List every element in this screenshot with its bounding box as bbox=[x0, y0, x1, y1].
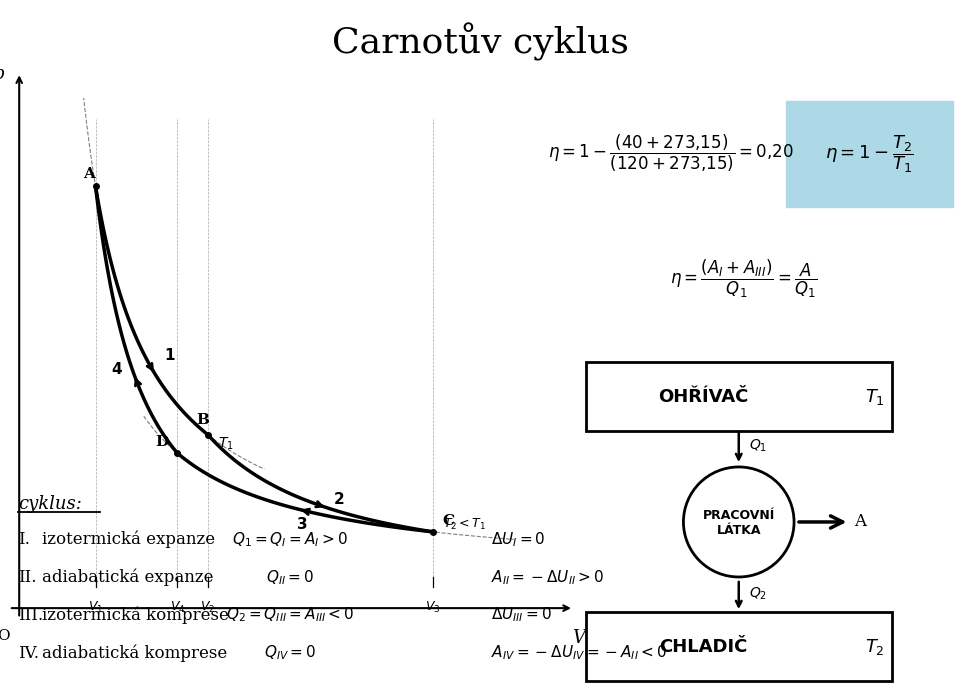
Text: LÁTKA: LÁTKA bbox=[716, 524, 761, 538]
Text: $V_1$: $V_1$ bbox=[88, 600, 103, 615]
Text: $\Delta U_I=0$: $\Delta U_I=0$ bbox=[491, 530, 545, 549]
Text: $Q_{IV}=0$: $Q_{IV}=0$ bbox=[264, 644, 317, 663]
Text: $A_{II}=-\Delta U_{II}>0$: $A_{II}=-\Delta U_{II}>0$ bbox=[491, 568, 604, 586]
Text: izotermická komprese: izotermická komprese bbox=[42, 606, 228, 624]
Text: izotermická expanze: izotermická expanze bbox=[42, 531, 215, 548]
Text: A: A bbox=[84, 167, 95, 181]
Text: Carnotův cyklus: Carnotův cyklus bbox=[331, 23, 629, 61]
Text: IV.: IV. bbox=[18, 644, 39, 661]
Text: 1: 1 bbox=[164, 348, 175, 363]
FancyBboxPatch shape bbox=[786, 101, 953, 207]
Text: A: A bbox=[854, 514, 867, 531]
Text: C: C bbox=[443, 514, 455, 528]
Text: $Q_{II}=0$: $Q_{II}=0$ bbox=[266, 568, 314, 586]
Text: 4: 4 bbox=[111, 362, 122, 377]
Text: p: p bbox=[0, 64, 4, 82]
Text: $\eta=1-\dfrac{(40+273{,}15)}{(120+273{,}15)}=0{,}20$: $\eta=1-\dfrac{(40+273{,}15)}{(120+273{,… bbox=[547, 134, 793, 175]
Text: $\eta=1-\dfrac{T_2}{T_1}$: $\eta=1-\dfrac{T_2}{T_1}$ bbox=[826, 133, 914, 175]
Text: V: V bbox=[572, 628, 586, 647]
Text: $Q_2=Q_{III}=A_{III}<0$: $Q_2=Q_{III}=A_{III}<0$ bbox=[227, 606, 354, 624]
Text: D: D bbox=[155, 435, 168, 449]
Text: III.: III. bbox=[18, 607, 43, 624]
Text: II.: II. bbox=[18, 569, 36, 586]
Text: $\Delta U_{III}=0$: $\Delta U_{III}=0$ bbox=[491, 606, 551, 624]
Text: adiabatická expanze: adiabatická expanze bbox=[42, 568, 213, 586]
Text: $V_2$: $V_2$ bbox=[201, 600, 216, 615]
Text: $Q_1=Q_I=A_I>0$: $Q_1=Q_I=A_I>0$ bbox=[232, 530, 348, 549]
Text: 3: 3 bbox=[297, 517, 307, 532]
Text: $Q_2$: $Q_2$ bbox=[749, 586, 767, 602]
Text: $\eta=\dfrac{(A_I+A_{III})}{Q_1}=\dfrac{A}{Q_1}$: $\eta=\dfrac{(A_I+A_{III})}{Q_1}=\dfrac{… bbox=[670, 258, 817, 300]
Text: $T_1$: $T_1$ bbox=[865, 387, 884, 407]
Circle shape bbox=[684, 467, 794, 577]
Text: CHLADIČ: CHLADIČ bbox=[660, 638, 748, 656]
Text: $T_1$: $T_1$ bbox=[218, 435, 233, 452]
Text: O: O bbox=[0, 628, 10, 642]
Text: $Q_1$: $Q_1$ bbox=[749, 438, 767, 454]
Text: OHŘÍVAČ: OHŘÍVAČ bbox=[659, 388, 749, 406]
Text: $V_3$: $V_3$ bbox=[425, 600, 441, 615]
Text: I.: I. bbox=[18, 531, 30, 548]
Text: $V_4$: $V_4$ bbox=[170, 600, 185, 615]
Text: 2: 2 bbox=[334, 492, 345, 507]
Text: cyklus:: cyklus: bbox=[18, 496, 82, 513]
Text: $T_2$: $T_2$ bbox=[865, 637, 884, 657]
Text: B: B bbox=[196, 412, 209, 426]
FancyBboxPatch shape bbox=[586, 362, 892, 431]
Text: adiabatická komprese: adiabatická komprese bbox=[42, 644, 228, 662]
Text: $A_{IV}=-\Delta U_{IV}=-A_{II}<0$: $A_{IV}=-\Delta U_{IV}=-A_{II}<0$ bbox=[491, 644, 666, 663]
Text: PRACOVNÍ: PRACOVNÍ bbox=[703, 510, 775, 522]
FancyBboxPatch shape bbox=[586, 612, 892, 681]
Text: $T_2 < T_1$: $T_2 < T_1$ bbox=[443, 517, 486, 532]
